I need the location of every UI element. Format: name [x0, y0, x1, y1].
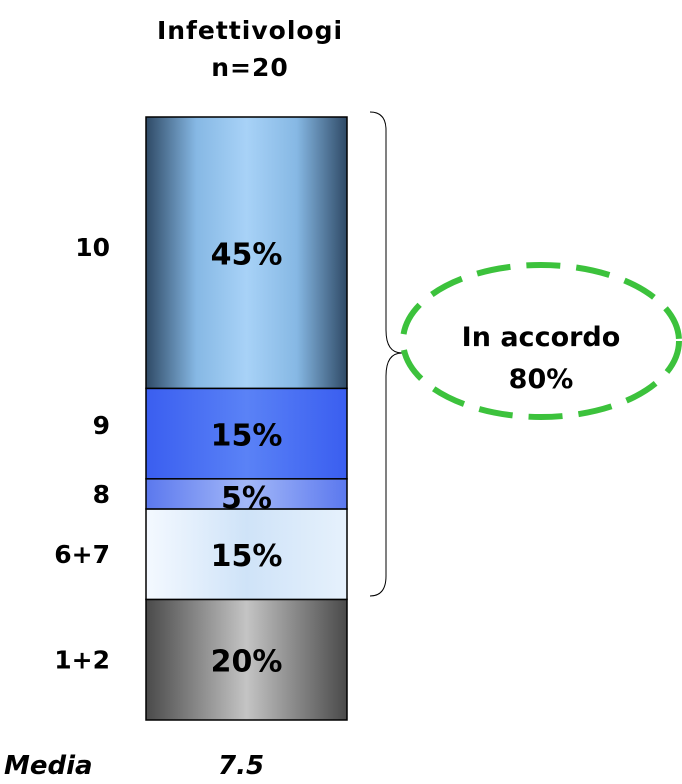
- segment-value-label-10: 45%: [211, 238, 283, 273]
- bar-segment-10: [145, 116, 348, 390]
- brace-annotation: [369, 111, 403, 597]
- segment-category-label-6-7: 6+7: [54, 540, 110, 569]
- segment-value-label-8: 5%: [221, 481, 272, 516]
- segment-category-label-10: 10: [75, 233, 110, 262]
- agreement-ellipse: [400, 262, 682, 420]
- segment-category-label-9: 9: [93, 411, 110, 440]
- segment-category-label-8: 8: [93, 480, 110, 509]
- chart-subtitle: n=20: [211, 53, 289, 82]
- agreement-value: 80%: [509, 364, 574, 395]
- segment-value-label-1-2: 20%: [211, 645, 283, 680]
- segment-category-label-1-2: 1+2: [54, 646, 110, 675]
- mean-value: 7.5: [218, 751, 265, 781]
- bar-segment-8: [145, 478, 348, 510]
- mean-label: Media: [4, 751, 93, 781]
- agreement-label: In accordo: [462, 322, 621, 353]
- segment-value-label-6-7: 15%: [211, 539, 283, 574]
- chart-title: Infettivologi: [156, 16, 344, 45]
- segment-value-label-9: 15%: [211, 419, 283, 454]
- bar-segment-6-7: [145, 508, 348, 601]
- bar-segment-1-2: [145, 598, 348, 721]
